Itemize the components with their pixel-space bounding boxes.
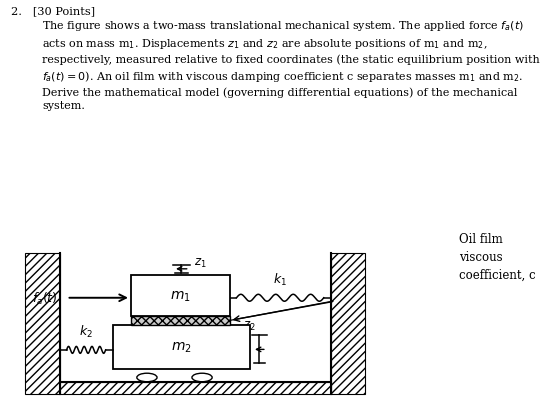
Text: $z_1$: $z_1$ [194,256,207,269]
Text: $z_2$: $z_2$ [244,320,256,333]
Text: Oil film
viscous
coefficient, c: Oil film viscous coefficient, c [459,233,536,282]
Text: $k_2$: $k_2$ [79,323,93,339]
Text: $m_1$: $m_1$ [170,288,190,303]
Text: 2.   [30 Points]: 2. [30 Points] [11,6,95,16]
Text: The figure shows a two-mass translational mechanical system. The applied force $: The figure shows a two-mass translationa… [42,19,540,111]
Bar [25,254,60,394]
Bar [113,325,250,369]
Circle shape [137,373,157,382]
Text: $m_2$: $m_2$ [171,340,192,354]
Bar [330,254,365,394]
Text: $k_1$: $k_1$ [273,271,287,288]
Bar [131,275,230,316]
Circle shape [192,373,212,382]
Text: $f_a(t)$: $f_a(t)$ [32,290,57,306]
Bar [131,316,230,325]
Bar [60,382,330,394]
